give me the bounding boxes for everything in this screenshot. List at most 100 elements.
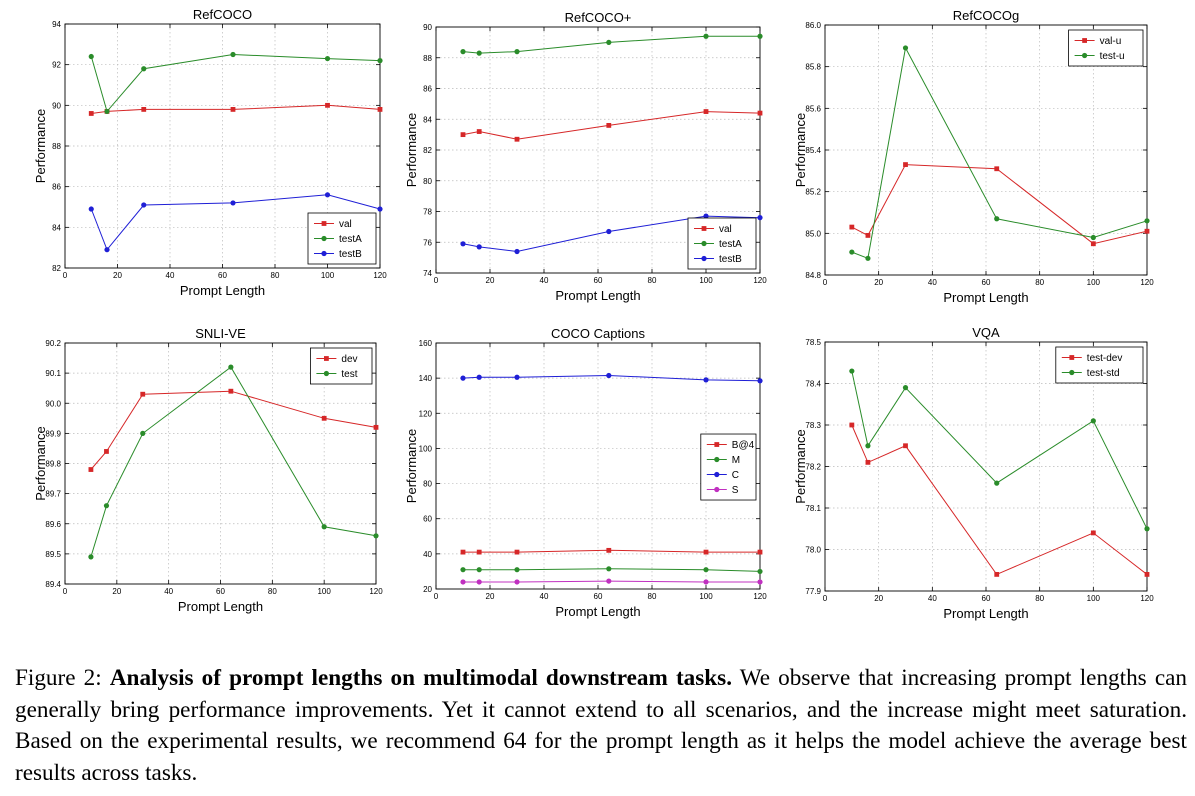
y-tick-label: 90.1 [45, 369, 61, 378]
series-line-testA [90, 53, 381, 113]
x-tick-label: 80 [648, 592, 657, 601]
data-point [1144, 572, 1150, 577]
data-point [994, 572, 1000, 577]
series-line-val-u [851, 164, 1148, 245]
y-tick-label: 78.2 [805, 463, 821, 472]
x-tick-label: 60 [982, 278, 991, 287]
legend-marker [1069, 355, 1075, 360]
data-point [104, 247, 110, 253]
x-tick-label: 20 [113, 271, 122, 280]
data-point [757, 549, 763, 555]
series-line-testB [462, 215, 761, 253]
x-tick-label: 40 [540, 276, 549, 285]
chart-title: VQA [972, 325, 1000, 340]
data-point [757, 579, 763, 585]
y-tick-label: 90.2 [45, 339, 61, 348]
data-point [865, 459, 871, 465]
legend-box [309, 347, 373, 385]
x-tick-label: 0 [63, 271, 68, 280]
y-tick-label: 89.8 [45, 460, 61, 469]
data-point [476, 244, 482, 250]
y-tick-label: 94 [52, 20, 61, 29]
y-tick-label: 20 [423, 585, 432, 594]
x-tick-label: 40 [166, 271, 175, 280]
data-point [1090, 530, 1096, 536]
y-tick-label: 77.9 [805, 587, 821, 596]
data-point [606, 39, 612, 45]
x-tick-label: 0 [823, 594, 828, 603]
data-point [757, 378, 763, 384]
y-tick-label: 89.5 [45, 550, 61, 559]
data-point [325, 102, 330, 108]
data-point [324, 55, 331, 62]
y-tick-label: 85.6 [805, 104, 821, 113]
y-tick-label: 90 [52, 101, 61, 110]
legend-marker [1082, 38, 1087, 43]
data-point [377, 107, 383, 112]
legend-marker [701, 226, 707, 231]
x-tick-label: 80 [1035, 594, 1044, 603]
data-point [703, 377, 709, 383]
caption-label: Figure 2: [15, 665, 110, 691]
x-tick-label: 80 [1035, 278, 1044, 287]
y-tick-label: 120 [419, 409, 433, 418]
legend-label: test [341, 369, 357, 380]
y-tick-label: 86 [52, 183, 61, 192]
chart-refcoco: RefCOCO 82 84 86 88 90 92 94 0 20 40 60 80 100 120 Prom… [0, 0, 395, 310]
data-point [606, 547, 612, 553]
data-point [324, 192, 331, 198]
y-tick-label: 78.0 [805, 546, 821, 555]
y-tick-label: 90.0 [45, 399, 61, 408]
data-point [230, 200, 236, 206]
data-point [460, 375, 466, 381]
x-axis-label: Prompt Length [943, 290, 1028, 305]
data-point [88, 554, 94, 560]
y-tick-label: 76 [423, 238, 432, 247]
series-line-S [463, 580, 760, 583]
data-point [849, 249, 855, 255]
legend-marker [324, 356, 329, 361]
data-point [849, 422, 855, 428]
y-tick-label: 82 [52, 264, 61, 273]
data-point [903, 162, 908, 167]
data-point [1144, 228, 1150, 234]
legend-label: val [719, 224, 732, 235]
y-tick-label: 89.7 [45, 490, 61, 499]
legend-box [1055, 346, 1144, 384]
x-tick-label: 80 [271, 271, 280, 280]
x-tick-label: 120 [1140, 278, 1154, 287]
x-tick-label: 60 [216, 587, 225, 596]
data-point [757, 33, 763, 39]
data-point [460, 132, 466, 138]
y-tick-label: 100 [419, 444, 433, 453]
series-line-test-u [851, 46, 1148, 259]
chart-title: RefCOCOg [953, 8, 1019, 23]
data-point [104, 449, 109, 454]
chart-title: RefCOCO [193, 7, 252, 22]
y-tick-label: 80 [423, 177, 432, 186]
chart-refcoco-plus: RefCOCO+ 74 76 78 80 82 84 86 88 90 0 20 40 60 80 100 12… [398, 0, 793, 310]
data-point [476, 549, 482, 555]
legend-label: S [732, 485, 739, 496]
data-point [460, 579, 466, 585]
series-line-M [463, 568, 761, 572]
y-tick-label: 86 [423, 85, 432, 94]
data-point [230, 107, 236, 112]
data-point [703, 579, 709, 585]
x-tick-label: 20 [874, 278, 883, 287]
legend-marker [714, 486, 720, 493]
legend-marker [323, 370, 329, 377]
data-point [1144, 526, 1150, 532]
caption-text: We observe that increasing prompt length… [15, 665, 1187, 786]
data-point [849, 368, 855, 374]
x-axis-label: Prompt Length [555, 604, 640, 619]
data-point [460, 567, 466, 573]
x-tick-label: 60 [982, 594, 991, 603]
y-tick-label: 89.6 [45, 520, 61, 529]
y-tick-label: 89.9 [45, 429, 61, 438]
x-tick-label: 120 [373, 271, 387, 280]
y-tick-label: 84 [423, 115, 432, 124]
y-tick-label: 40 [423, 550, 432, 559]
x-axis-label: Prompt Length [943, 606, 1028, 621]
x-tick-label: 100 [1087, 594, 1101, 603]
